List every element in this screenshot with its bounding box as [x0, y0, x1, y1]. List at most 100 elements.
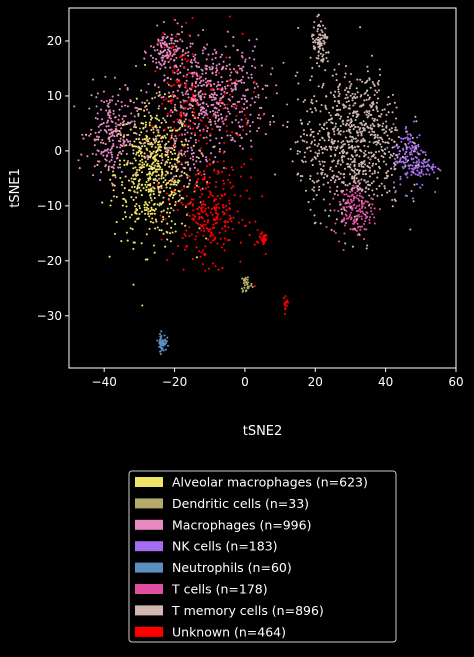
- data-point: [373, 137, 376, 140]
- data-point: [409, 147, 412, 150]
- data-point: [152, 46, 155, 49]
- data-point: [215, 181, 218, 184]
- data-point: [400, 140, 403, 143]
- data-point: [365, 187, 368, 190]
- data-point: [361, 80, 364, 83]
- data-point: [151, 172, 155, 175]
- data-point: [110, 165, 113, 169]
- data-point: [339, 133, 342, 136]
- legend-label: Macrophages (n=996): [172, 517, 311, 532]
- data-point: [374, 140, 377, 143]
- data-point: [229, 99, 232, 102]
- data-point: [155, 174, 158, 177]
- data-point: [240, 67, 243, 70]
- data-point: [146, 258, 149, 261]
- data-point: [159, 353, 162, 356]
- data-point: [144, 160, 147, 163]
- data-point: [197, 125, 200, 128]
- data-point: [354, 207, 357, 210]
- data-point: [354, 102, 357, 105]
- data-point: [375, 143, 378, 146]
- data-point: [138, 166, 141, 169]
- data-point: [263, 234, 266, 237]
- data-point: [217, 81, 220, 84]
- data-point: [311, 188, 314, 191]
- data-point: [115, 195, 118, 198]
- data-point: [380, 193, 384, 197]
- data-point: [202, 136, 205, 139]
- data-point: [340, 208, 343, 211]
- data-point: [359, 187, 362, 190]
- data-point: [153, 181, 156, 184]
- data-point: [155, 137, 158, 140]
- data-point: [405, 130, 408, 133]
- data-point: [222, 151, 225, 155]
- data-point: [201, 49, 205, 52]
- data-point: [362, 222, 366, 226]
- data-point: [185, 229, 188, 232]
- data-point: [120, 240, 123, 243]
- data-point: [377, 160, 380, 163]
- data-point: [315, 56, 318, 60]
- data-point: [157, 38, 160, 41]
- data-point: [228, 56, 231, 59]
- data-point: [104, 75, 107, 78]
- data-point: [126, 163, 129, 166]
- data-point: [412, 168, 415, 172]
- data-point: [376, 110, 379, 113]
- data-point: [188, 234, 191, 238]
- data-point: [208, 120, 211, 123]
- data-point: [236, 71, 239, 74]
- data-point: [358, 105, 362, 108]
- data-point: [189, 107, 192, 110]
- data-point: [162, 31, 165, 34]
- data-point: [170, 158, 173, 161]
- data-point: [397, 136, 400, 139]
- data-point: [326, 174, 329, 177]
- data-point: [156, 24, 159, 27]
- data-point: [156, 149, 159, 152]
- data-point: [358, 155, 361, 158]
- data-point: [215, 67, 218, 70]
- data-point: [382, 156, 385, 159]
- data-point: [345, 193, 348, 196]
- data-point: [436, 167, 440, 170]
- data-point: [321, 86, 324, 89]
- data-point: [174, 204, 177, 207]
- data-point: [145, 108, 149, 111]
- data-point: [296, 140, 299, 143]
- data-point: [160, 229, 163, 232]
- data-point: [185, 195, 188, 198]
- data-point: [312, 186, 316, 189]
- data-point: [417, 145, 420, 148]
- data-point: [170, 168, 173, 171]
- data-point: [390, 130, 393, 133]
- data-point: [354, 182, 357, 185]
- data-point: [144, 105, 147, 109]
- data-point: [173, 49, 176, 52]
- data-point: [163, 134, 166, 137]
- data-point: [154, 154, 157, 157]
- data-point: [102, 154, 105, 157]
- data-point: [167, 199, 171, 202]
- data-point: [353, 146, 357, 149]
- data-point: [132, 198, 135, 201]
- data-point: [125, 152, 128, 155]
- data-point: [187, 140, 190, 143]
- data-point: [356, 190, 359, 193]
- data-point: [148, 173, 151, 176]
- data-point: [269, 73, 272, 76]
- data-point: [377, 158, 380, 161]
- data-point: [153, 212, 156, 215]
- data-point: [167, 91, 171, 94]
- data-point: [315, 100, 318, 103]
- data-point: [364, 206, 367, 209]
- data-point: [200, 80, 203, 83]
- data-point: [349, 84, 352, 88]
- data-point: [411, 164, 414, 167]
- data-point: [138, 169, 141, 172]
- data-point: [342, 130, 345, 133]
- data-point: [229, 217, 233, 220]
- data-point: [147, 190, 150, 193]
